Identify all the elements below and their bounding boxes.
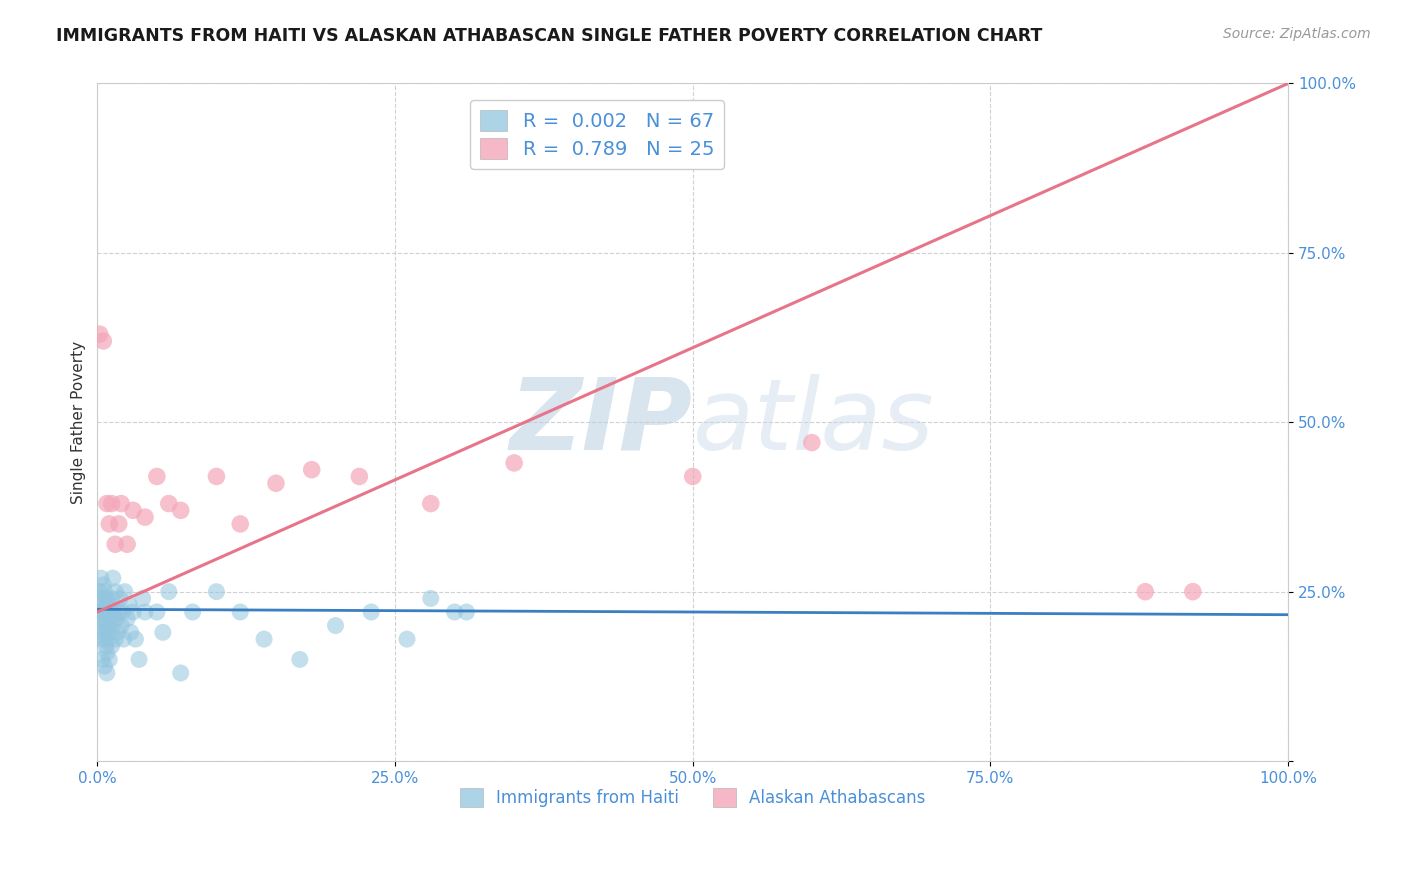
Point: [170, 665, 193, 680]
Point: [325, 618, 347, 632]
Point: [134, 510, 156, 524]
Point: [108, 591, 131, 606]
Point: [112, 632, 135, 646]
Legend: Immigrants from Haiti, Alaskan Athabascans: Immigrants from Haiti, Alaskan Athabasca…: [453, 781, 932, 814]
Point: [89, 618, 111, 632]
Point: [94, 591, 117, 606]
Point: [100, 612, 122, 626]
Point: [91, 605, 114, 619]
Point: [93, 659, 115, 673]
Point: [100, 639, 122, 653]
Point: [98, 598, 121, 612]
Point: [157, 497, 180, 511]
Point: [152, 625, 174, 640]
Point: [90, 598, 112, 612]
Point: [101, 618, 124, 632]
Point: [89, 584, 111, 599]
Point: [503, 456, 526, 470]
Point: [91, 625, 114, 640]
Point: [181, 605, 204, 619]
Point: [98, 652, 121, 666]
Point: [104, 632, 127, 646]
Point: [456, 605, 478, 619]
Point: [90, 571, 112, 585]
Point: [682, 469, 704, 483]
Point: [96, 618, 118, 632]
Point: [122, 605, 145, 619]
Point: [87, 605, 110, 619]
Point: [134, 605, 156, 619]
Point: [96, 646, 118, 660]
Point: [91, 652, 114, 666]
Point: [419, 591, 441, 606]
Point: [104, 537, 127, 551]
Point: [107, 605, 129, 619]
Point: [253, 632, 276, 646]
Point: [100, 591, 122, 606]
Point: [97, 605, 120, 619]
Point: [105, 612, 128, 626]
Point: [205, 469, 228, 483]
Point: [146, 469, 169, 483]
Text: IMMIGRANTS FROM HAITI VS ALASKAN ATHABASCAN SINGLE FATHER POVERTY CORRELATION CH: IMMIGRANTS FROM HAITI VS ALASKAN ATHABAS…: [56, 27, 1043, 45]
Point: [90, 632, 112, 646]
Point: [107, 516, 129, 531]
Point: [110, 618, 132, 632]
Point: [111, 605, 134, 619]
Point: [91, 591, 114, 606]
Point: [115, 612, 138, 626]
Point: [122, 503, 145, 517]
Text: ZIP: ZIP: [510, 374, 693, 471]
Point: [157, 584, 180, 599]
Point: [91, 334, 114, 348]
Point: [104, 584, 127, 599]
Point: [349, 469, 371, 483]
Point: [205, 584, 228, 599]
Point: [101, 571, 124, 585]
Point: [100, 497, 122, 511]
Point: [98, 516, 121, 531]
Point: [89, 327, 111, 342]
Point: [94, 639, 117, 653]
Point: [443, 605, 465, 619]
Point: [229, 605, 252, 619]
Point: [800, 435, 823, 450]
Point: [93, 632, 115, 646]
Point: [96, 665, 118, 680]
Point: [114, 584, 136, 599]
Point: [1181, 584, 1204, 599]
Point: [395, 632, 418, 646]
Point: [146, 605, 169, 619]
Point: [107, 625, 129, 640]
Point: [94, 618, 117, 632]
Point: [103, 605, 125, 619]
Point: [110, 497, 132, 511]
Point: [96, 497, 118, 511]
Y-axis label: Single Father Poverty: Single Father Poverty: [72, 341, 86, 504]
Point: [96, 598, 118, 612]
Point: [1135, 584, 1157, 599]
Point: [360, 605, 382, 619]
Point: [229, 516, 252, 531]
Point: [91, 578, 114, 592]
Point: [170, 503, 193, 517]
Point: [131, 591, 153, 606]
Point: [93, 605, 115, 619]
Point: [98, 625, 121, 640]
Point: [97, 632, 120, 646]
Point: [419, 497, 441, 511]
Point: [118, 598, 141, 612]
Point: [301, 463, 323, 477]
Point: [264, 476, 287, 491]
Point: [288, 652, 311, 666]
Point: [91, 612, 114, 626]
Text: Source: ZipAtlas.com: Source: ZipAtlas.com: [1223, 27, 1371, 41]
Point: [93, 584, 115, 599]
Point: [120, 625, 142, 640]
Point: [124, 632, 146, 646]
Point: [115, 537, 138, 551]
Point: [128, 652, 150, 666]
Text: atlas: atlas: [693, 374, 935, 471]
